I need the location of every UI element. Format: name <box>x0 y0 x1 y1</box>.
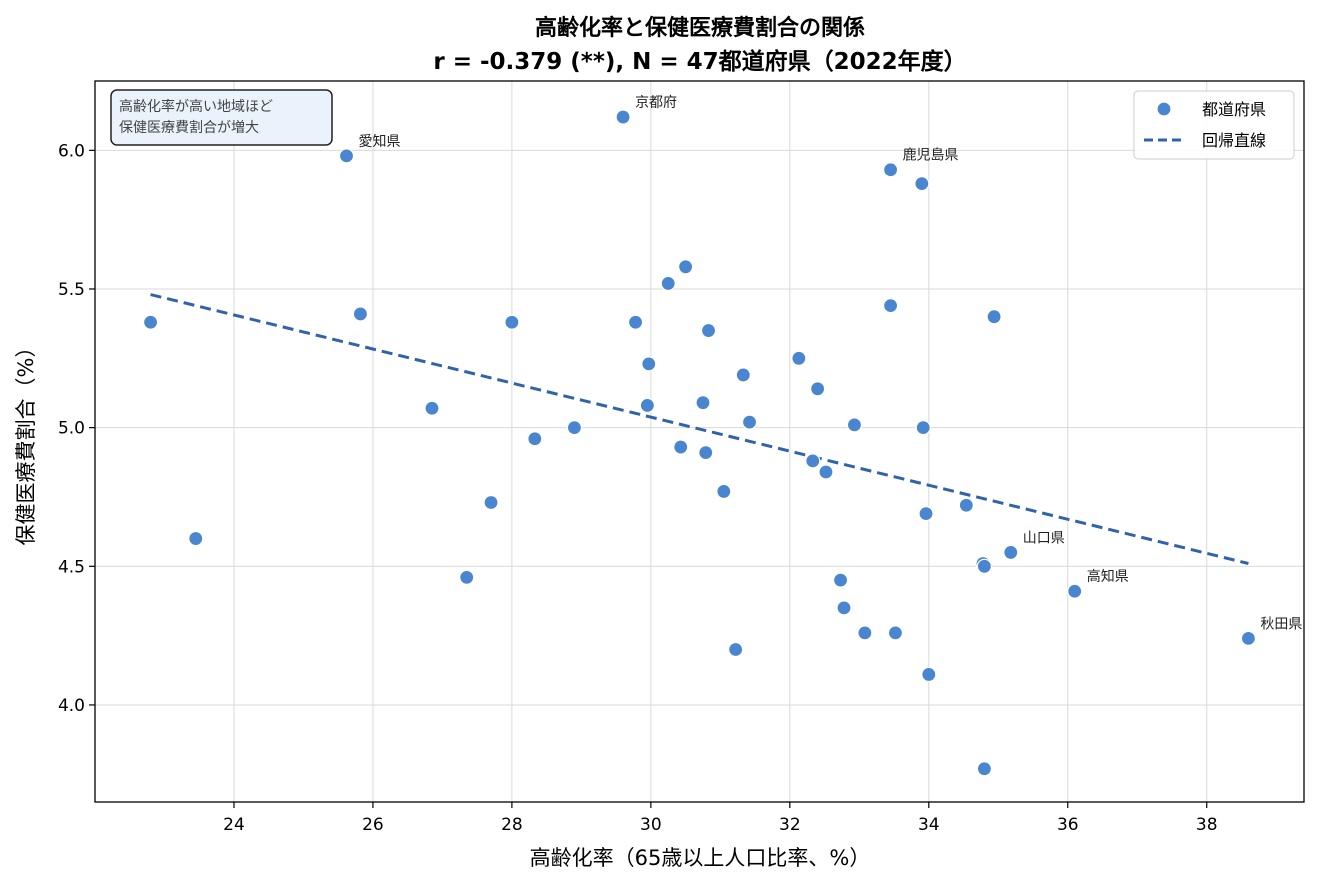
data-point <box>660 275 676 292</box>
point-annotation: 高知県 <box>1087 568 1129 585</box>
x-tick-label: 24 <box>223 815 245 835</box>
y-tick-label: 5.5 <box>58 280 85 300</box>
x-axis-label: 高齢化率（65歳以上人口比率、%） <box>530 846 871 870</box>
x-tick-label: 34 <box>918 815 940 835</box>
data-point <box>698 444 714 461</box>
chart-subtitle: r = -0.379 (**), N = 47都道府県（2022年度） <box>433 48 966 75</box>
legend-label-points: 都道府県 <box>1202 100 1266 119</box>
data-point <box>921 666 937 683</box>
data-point <box>424 400 440 416</box>
regression-layer <box>150 293 1249 565</box>
data-point <box>958 497 974 513</box>
data-point <box>818 464 834 480</box>
plot-frame <box>94 80 1305 803</box>
data-point <box>615 109 631 125</box>
data-point <box>188 530 204 547</box>
data-point <box>483 494 499 511</box>
data-point <box>741 414 758 430</box>
data-point <box>810 381 826 397</box>
x-tick-label: 38 <box>1196 815 1218 835</box>
point-annotation: 秋田県 <box>1260 616 1302 632</box>
data-point <box>566 420 583 436</box>
point-annotation: 鹿児島県 <box>903 147 959 164</box>
data-point <box>791 350 807 366</box>
x-tick-label: 26 <box>362 815 384 835</box>
point-annotation: 愛知県 <box>359 133 401 150</box>
data-point <box>915 420 931 436</box>
legend: 都道府県 回帰直線 <box>1133 90 1295 160</box>
data-point <box>639 397 655 414</box>
data-point <box>882 298 899 314</box>
data-point <box>142 314 159 330</box>
data-point <box>1003 544 1019 561</box>
y-tick-label: 5.0 <box>58 419 85 439</box>
axis-ticks: 24 26 28 30 32 34 36 38 4.0 4.5 5.0 5.5 6.0 <box>58 141 1218 835</box>
data-point <box>914 176 930 192</box>
chart-title: 高齢化率と保健医療費割合の関係 <box>535 15 865 41</box>
y-tick-label: 6.0 <box>58 141 85 161</box>
y-tick-label: 4.0 <box>58 696 85 716</box>
data-point <box>673 439 689 455</box>
note-box: 高齢化率が高い地域ほど 保健医療費割合が増大 <box>110 89 333 146</box>
data-point <box>627 314 644 330</box>
data-point <box>459 569 475 585</box>
data-point <box>338 148 355 164</box>
y-axis-label: 保健医療費割合（%） <box>14 337 38 546</box>
regression-line <box>150 293 1249 565</box>
data-point <box>1240 630 1257 646</box>
data-point <box>918 505 934 522</box>
note-line-2: 保健医療費割合が増大 <box>119 119 259 136</box>
x-tick-label: 28 <box>501 815 523 835</box>
note-box-frame <box>110 89 333 146</box>
data-point <box>716 483 732 500</box>
grid <box>95 81 1304 802</box>
y-tick-label: 4.5 <box>58 557 85 577</box>
note-line-1: 高齢化率が高い地域ほど <box>119 98 273 115</box>
data-point <box>832 572 849 588</box>
data-point <box>857 625 873 641</box>
legend-point-marker <box>1156 101 1172 117</box>
x-tick-label: 30 <box>640 815 662 835</box>
legend-frame <box>1133 90 1295 160</box>
x-tick-label: 36 <box>1057 815 1079 835</box>
point-annotation: 京都府 <box>635 95 677 111</box>
data-point <box>976 761 992 777</box>
data-point <box>641 356 657 372</box>
data-point <box>700 322 717 339</box>
data-point <box>527 431 543 447</box>
data-point <box>504 314 520 330</box>
data-point <box>976 558 992 574</box>
data-point <box>986 309 1002 325</box>
data-point <box>882 162 899 178</box>
points-layer <box>142 109 1257 777</box>
legend-label-regression: 回帰直線 <box>1202 131 1266 150</box>
data-point <box>805 453 821 469</box>
data-point <box>836 600 852 616</box>
x-tick-label: 32 <box>779 815 801 835</box>
data-point <box>1067 583 1083 599</box>
data-point <box>735 367 751 383</box>
data-point <box>846 417 863 433</box>
data-point <box>887 625 904 641</box>
data-point <box>352 306 369 322</box>
data-point <box>695 395 711 411</box>
data-point <box>678 259 694 275</box>
point-annotation: 山口県 <box>1023 530 1065 546</box>
data-point <box>728 641 744 658</box>
